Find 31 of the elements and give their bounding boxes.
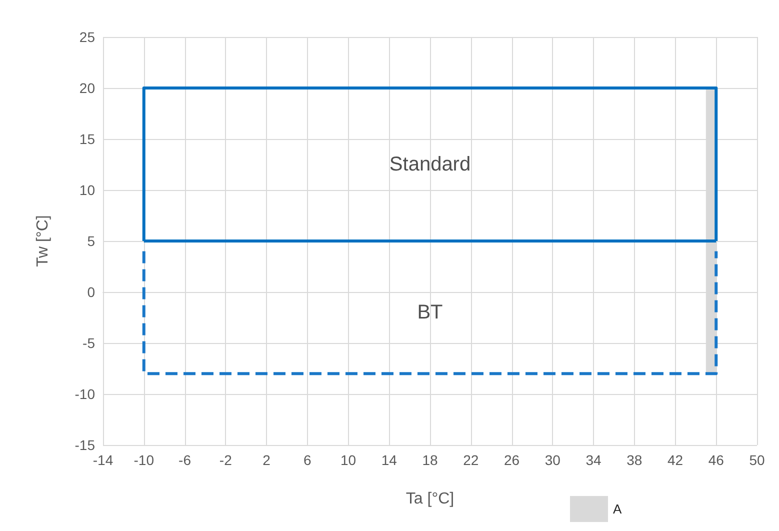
x-tick-label: 34 bbox=[586, 452, 602, 468]
annotation: BT bbox=[417, 301, 443, 324]
y-tick-label: 25 bbox=[79, 29, 96, 45]
y-tick-label: 15 bbox=[79, 131, 96, 147]
y-axis-title: Tw [°C] bbox=[34, 215, 52, 267]
x-tick-label: 10 bbox=[340, 452, 356, 468]
x-tick-label: -14 bbox=[92, 452, 114, 468]
y-tick-label: -15 bbox=[74, 437, 96, 453]
y-tick-label: 10 bbox=[79, 182, 96, 198]
y-tick-label: 5 bbox=[87, 233, 96, 249]
x-tick-label: 18 bbox=[422, 452, 438, 468]
x-tick-label: 46 bbox=[708, 452, 724, 468]
x-tick-label: -10 bbox=[134, 452, 154, 468]
annotation: Standard bbox=[389, 154, 471, 176]
x-tick-label: 14 bbox=[381, 452, 398, 468]
y-tick-label: 20 bbox=[79, 80, 96, 96]
y-tick-label: 0 bbox=[87, 284, 96, 300]
x-tick-label: 6 bbox=[303, 452, 312, 468]
x-tick-label: 2 bbox=[262, 452, 271, 468]
x-tick-label: -2 bbox=[219, 452, 232, 468]
x-tick-label: 22 bbox=[463, 452, 479, 468]
x-tick-label: 38 bbox=[626, 452, 642, 468]
y-tick-label: -10 bbox=[74, 386, 96, 402]
x-axis-title: Ta [°C] bbox=[406, 490, 454, 508]
x-tick-label: 42 bbox=[667, 452, 684, 468]
x-tick-label: 30 bbox=[544, 452, 561, 468]
x-tick-label: -6 bbox=[178, 452, 192, 468]
x-tick-label: 26 bbox=[504, 452, 520, 468]
x-tick-label: 50 bbox=[749, 452, 765, 468]
y-tick-label: -5 bbox=[82, 335, 96, 351]
legend-label: A bbox=[613, 502, 622, 516]
